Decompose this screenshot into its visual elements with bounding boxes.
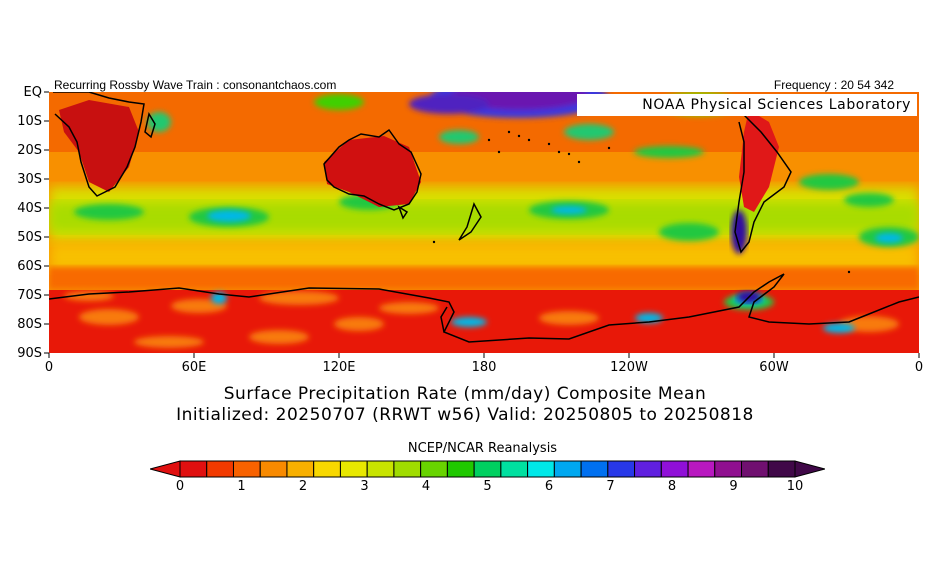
colorbar-cell (179, 460, 208, 478)
lon-label-60w: 60W (759, 360, 789, 375)
precipitation-map (49, 92, 919, 353)
colorbar (150, 460, 825, 478)
colorbar-cell (500, 460, 529, 478)
lat-label-80s: 80S (17, 317, 42, 332)
colorbar-cell (660, 460, 689, 478)
colorbar-tick-label: 1 (237, 479, 246, 494)
colorbar-cell (767, 460, 796, 478)
colorbar-cell (313, 460, 341, 478)
header-frequency-text: Frequency : 20 54 342 (773, 78, 894, 92)
colorbar-tick-label: 10 (786, 479, 804, 494)
data-source-label: NCEP/NCAR Reanalysis (407, 441, 558, 456)
lat-ticks (44, 91, 49, 354)
lat-label-30s: 30S (17, 172, 42, 187)
colorbar-tick-label: 0 (175, 479, 185, 494)
lat-label-eq: EQ (23, 85, 42, 100)
colorbar-tick-label: 5 (483, 479, 492, 494)
colorbar-cell (286, 460, 315, 478)
map-subtitle: Initialized: 20250707 (RRWT w56) Valid: … (176, 405, 754, 425)
lat-label-50s: 50S (17, 230, 42, 245)
colorbar-tick-label: 4 (421, 479, 431, 494)
lon-ticks (48, 353, 920, 358)
lon-label-0-east: 0 (914, 360, 924, 375)
colorbar-tick-label: 2 (298, 479, 308, 494)
colorbar-cell (553, 460, 582, 478)
lon-label-60e: 60E (181, 360, 207, 375)
colorbar-tick-label: 6 (544, 479, 554, 494)
colorbar-cell (580, 460, 609, 478)
colorbar-cell (232, 460, 261, 478)
colorbar-tick-label: 9 (729, 479, 738, 494)
colorbar-tick-label: 8 (667, 479, 677, 494)
colorbar-max-arrow (794, 460, 825, 478)
colorbar-cell (366, 460, 395, 478)
colorbar-cell (393, 460, 422, 478)
coastlines (49, 92, 919, 343)
precip-field (49, 92, 919, 353)
colorbar-cell (714, 460, 743, 478)
header-source-text: Recurring Rossby Wave Train : consonantc… (54, 78, 337, 92)
colorbar-cell (527, 460, 555, 478)
lon-label-120w: 120W (610, 360, 648, 375)
map-title: Surface Precipitation Rate (mm/day) Comp… (223, 384, 707, 404)
lat-label-90s: 90S (17, 346, 42, 361)
colorbar-cell (446, 460, 475, 478)
colorbar-cell (634, 460, 662, 478)
lat-label-70s: 70S (17, 288, 42, 303)
lon-label-0: 0 (44, 360, 54, 375)
colorbar-cell (473, 460, 502, 478)
noaa-badge: NOAA Physical Sciences Laboratory (577, 94, 917, 116)
lat-label-60s: 60S (17, 259, 42, 274)
colorbar-cell (206, 460, 234, 478)
colorbar-cell (607, 460, 636, 478)
colorbar-cell (420, 460, 448, 478)
colorbar-cell (741, 460, 769, 478)
lat-label-20s: 20S (17, 143, 42, 158)
colorbar-min-arrow (150, 460, 181, 478)
lat-label-40s: 40S (17, 201, 42, 216)
colorbar-cell (259, 460, 288, 478)
colorbar-cell (339, 460, 368, 478)
lon-label-180: 180 (471, 360, 497, 375)
colorbar-cell (687, 460, 716, 478)
islands (432, 130, 851, 274)
colorbar-tick-label: 3 (360, 479, 369, 494)
colorbar-tick-label: 7 (606, 479, 615, 494)
lat-label-10s: 10S (17, 114, 42, 129)
lon-label-120e: 120E (322, 360, 356, 375)
